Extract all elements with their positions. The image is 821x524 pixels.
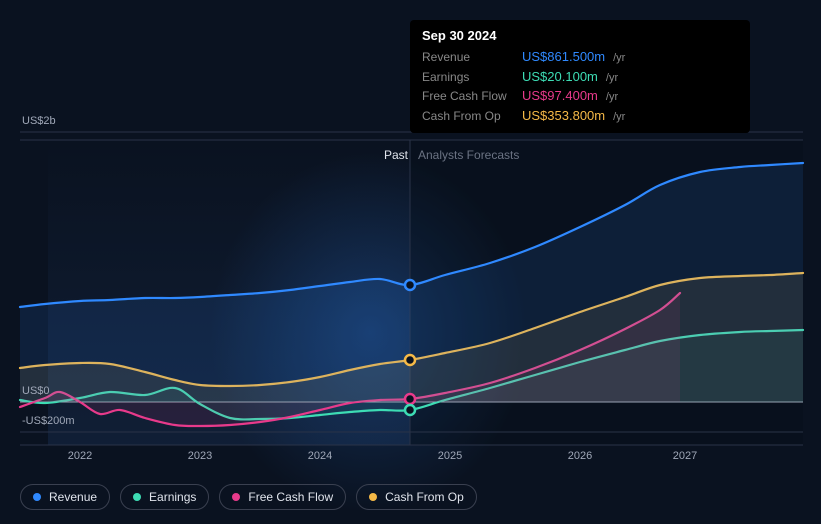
legend-dot-icon bbox=[33, 493, 41, 501]
financials-chart: US$2b US$0 -US$200m 2022 2023 2024 2025 2026 20… bbox=[0, 0, 821, 524]
legend-dot-icon bbox=[133, 493, 141, 501]
tooltip-metric-value: US$353.800m bbox=[522, 106, 605, 126]
tooltip-row: Free Cash Flow US$97.400m/yr bbox=[422, 86, 738, 106]
tooltip-row: Cash From Op US$353.800m/yr bbox=[422, 106, 738, 126]
tooltip-metric-value: US$97.400m bbox=[522, 86, 598, 106]
chart-tooltip: Sep 30 2024 RevenueUS$861.500m/yrEarning… bbox=[410, 20, 750, 133]
x-tick-label: 2022 bbox=[68, 450, 92, 462]
y-tick-label: US$0 bbox=[22, 385, 50, 397]
x-tick-label: 2027 bbox=[673, 450, 697, 462]
tooltip-metric-unit: /yr bbox=[606, 89, 618, 106]
tooltip-date: Sep 30 2024 bbox=[422, 28, 738, 43]
legend-dot-icon bbox=[232, 493, 240, 501]
chart-legend: Revenue Earnings Free Cash Flow Cash From O… bbox=[20, 484, 477, 510]
tooltip-row: Revenue US$861.500m/yr bbox=[422, 47, 738, 67]
forecast-section-label: Analysts Forecasts bbox=[418, 148, 519, 162]
legend-item-free_cash_flow[interactable]: Free Cash Flow bbox=[219, 484, 346, 510]
legend-item-cash_from_op[interactable]: Cash From Op bbox=[356, 484, 477, 510]
legend-label: Revenue bbox=[49, 490, 97, 504]
legend-item-earnings[interactable]: Earnings bbox=[120, 484, 209, 510]
x-tick-label: 2026 bbox=[568, 450, 592, 462]
tooltip-metric-unit: /yr bbox=[613, 50, 625, 67]
legend-label: Cash From Op bbox=[385, 490, 464, 504]
tooltip-metric-value: US$861.500m bbox=[522, 47, 605, 67]
tooltip-metric-unit: /yr bbox=[606, 70, 618, 87]
x-tick-label: 2025 bbox=[438, 450, 462, 462]
legend-dot-icon bbox=[369, 493, 377, 501]
tooltip-metric-value: US$20.100m bbox=[522, 67, 598, 87]
x-tick-label: 2023 bbox=[188, 450, 212, 462]
y-tick-label: US$2b bbox=[22, 115, 56, 127]
tooltip-metric-label: Earnings bbox=[422, 68, 514, 86]
legend-label: Earnings bbox=[149, 490, 196, 504]
past-section-label: Past bbox=[384, 148, 408, 162]
tooltip-metric-label: Cash From Op bbox=[422, 107, 514, 125]
legend-item-revenue[interactable]: Revenue bbox=[20, 484, 110, 510]
tooltip-metric-label: Free Cash Flow bbox=[422, 87, 514, 105]
tooltip-row: Earnings US$20.100m/yr bbox=[422, 67, 738, 87]
x-tick-label: 2024 bbox=[308, 450, 332, 462]
tooltip-metric-label: Revenue bbox=[422, 48, 514, 66]
legend-label: Free Cash Flow bbox=[248, 490, 333, 504]
tooltip-metric-unit: /yr bbox=[613, 109, 625, 126]
y-tick-label: -US$200m bbox=[22, 415, 75, 427]
